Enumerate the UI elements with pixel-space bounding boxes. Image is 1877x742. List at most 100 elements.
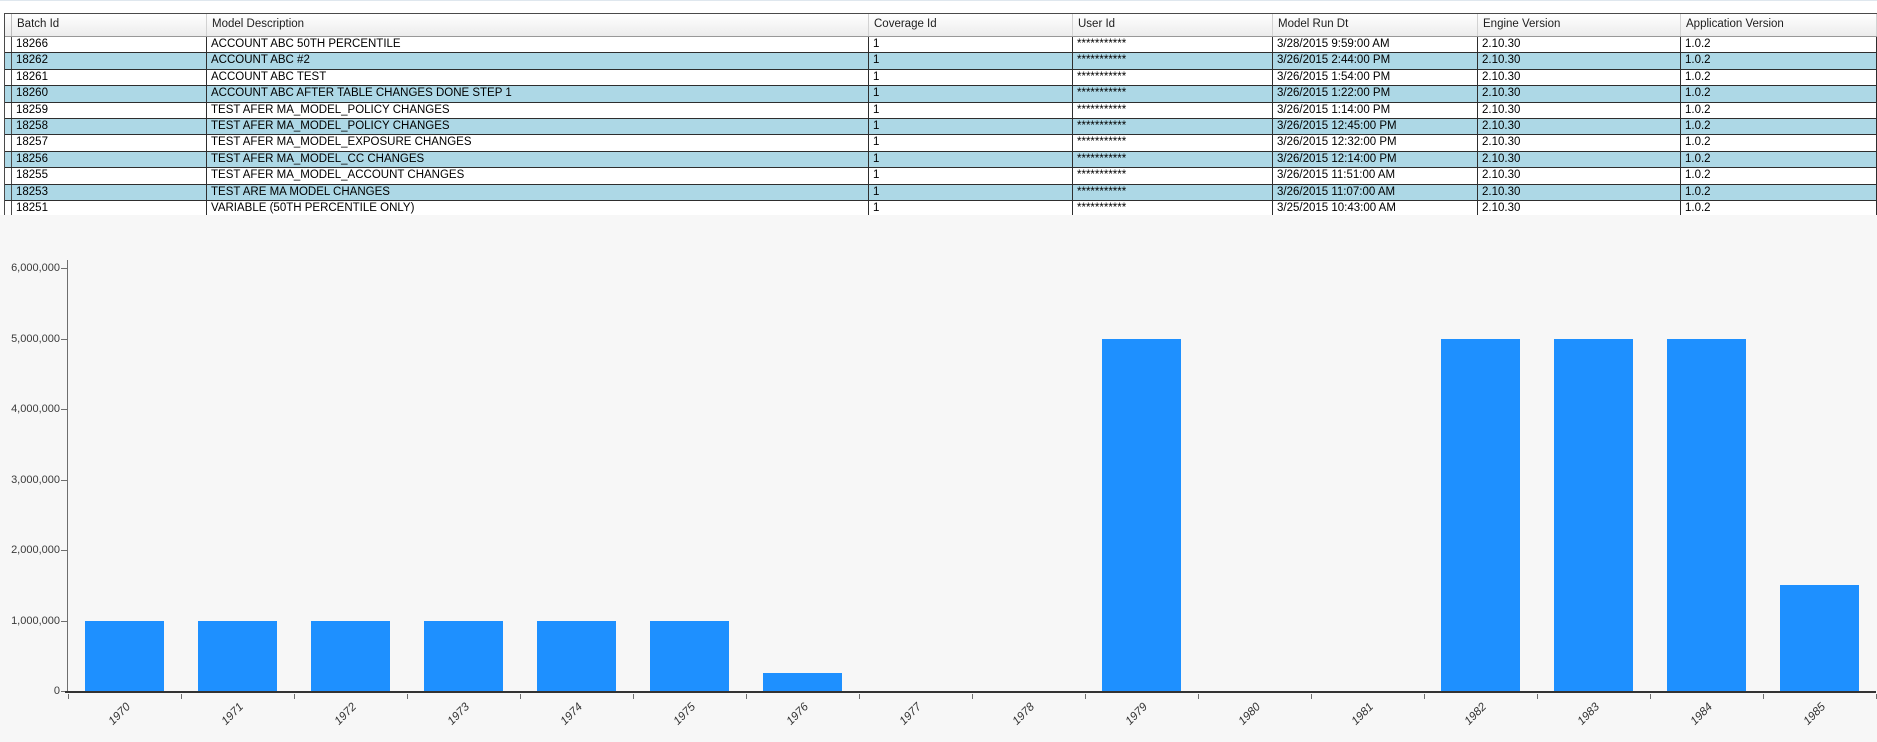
x-tick-label: 1973 [445, 701, 472, 728]
bar-1970 [84, 620, 165, 691]
table-cell: 2.10.30 [1478, 118, 1681, 135]
table-cell: 18261 [12, 69, 207, 86]
table-cell: 1 [869, 135, 1073, 151]
table-row[interactable]: 18251 VARIABLE (50TH PERCENTILE ONLY) 1 ***… [5, 200, 1877, 218]
bar-1982 [1440, 338, 1521, 691]
row-header-cell [5, 53, 12, 69]
x-tick-label: 1982 [1462, 701, 1489, 728]
row-header-cell [5, 102, 12, 118]
column-header[interactable]: Batch Id [12, 14, 207, 36]
table-row[interactable]: 18260 ACCOUNT ABC AFTER TABLE CHANGES DON… [5, 86, 1877, 103]
table-cell: ACCOUNT ABC 50TH PERCENTILE [207, 37, 869, 53]
row-header-cell [5, 151, 12, 168]
bar-1972 [310, 620, 391, 691]
table-cell: TEST AFER MA_MODEL_POLICY CHANGES [207, 102, 869, 118]
table-row[interactable]: 18262 ACCOUNT ABC #2 1 *********** 3/26/2015… [5, 53, 1877, 70]
table-cell: *********** [1073, 200, 1273, 217]
batch-results-table: Batch Id Model Description Coverage Id User… [4, 13, 1877, 219]
table-cell: 1 [869, 53, 1073, 69]
table-cell: *********** [1073, 69, 1273, 86]
column-header[interactable]: Application Version [1681, 14, 1877, 36]
table-cell: ACCOUNT ABC AFTER TABLE CHANGES DONE STE… [207, 86, 869, 102]
table-cell: TEST AFER MA_MODEL_POLICY CHANGES [207, 118, 869, 135]
table-row[interactable]: 18258 TEST AFER MA_MODEL_POLICY CHANGES 1 *… [5, 118, 1877, 136]
x-axis-tick [1762, 694, 1764, 699]
table-cell: 2.10.30 [1478, 200, 1681, 217]
table-row[interactable]: 18256 TEST AFER MA_MODEL_CC CHANGES 1 *****… [5, 151, 1877, 169]
y-axis-tick [61, 338, 67, 340]
table-cell: ACCOUNT ABC TEST [207, 69, 869, 86]
bar-slot-1974: 1974 [520, 268, 633, 728]
table-cell: TEST AFER MA_MODEL_EXPOSURE CHANGES [207, 135, 869, 151]
table-cell: 18255 [12, 168, 207, 184]
y-axis-label: 1,000,000 [11, 614, 60, 627]
row-header-cell [5, 184, 12, 200]
table-cell: 1.0.2 [1681, 151, 1877, 168]
y-axis-tick [61, 479, 67, 481]
x-axis-tick [1197, 694, 1199, 699]
y-axis-line [67, 260, 68, 693]
y-axis-label: 3,000,000 [11, 473, 60, 486]
y-axis-tick [61, 409, 67, 410]
bar-slot-1982: 1982 [1424, 268, 1537, 728]
x-axis-tick [1423, 694, 1425, 699]
x-tick-label: 1979 [1123, 701, 1150, 728]
table-cell: *********** [1073, 135, 1273, 151]
column-header[interactable]: Engine Version [1478, 14, 1681, 36]
table-row[interactable]: 18253 TEST ARE MA MODEL CHANGES 1 *********… [5, 184, 1877, 201]
table-cell: 1.0.2 [1681, 135, 1877, 151]
table-row[interactable]: 18261 ACCOUNT ABC TEST 1 *********** 3/26/20… [5, 69, 1877, 87]
table-cell: 18256 [12, 151, 207, 168]
table-row[interactable]: 18266 ACCOUNT ABC 50TH PERCENTILE 1 *******… [5, 37, 1877, 54]
table-cell: 1.0.2 [1681, 118, 1877, 135]
bar-slot-1984: 1984 [1650, 268, 1763, 728]
plot-area: 1970 1971 1972 1973 1974 1975 1976 1977 1978 1979… [68, 268, 1876, 728]
y-axis-tick [61, 550, 67, 551]
y-axis-label: 2,000,000 [11, 544, 60, 556]
x-axis-tick [1875, 694, 1877, 699]
bar-1974 [536, 620, 617, 691]
x-tick-label: 1981 [1349, 701, 1376, 728]
table-row[interactable]: 18259 TEST AFER MA_MODEL_POLICY CHANGES 1 *… [5, 102, 1877, 119]
x-axis-tick [180, 694, 182, 699]
table-cell: 1 [869, 168, 1073, 184]
table-cell: TEST AFER MA_MODEL_ACCOUNT CHANGES [207, 168, 869, 184]
column-header[interactable]: Model Description [207, 14, 869, 36]
x-axis-tick [67, 694, 69, 699]
table-cell: 2.10.30 [1478, 184, 1681, 200]
bar-1979 [1101, 338, 1182, 691]
column-header[interactable]: User Id [1073, 14, 1273, 36]
table-cell: *********** [1073, 118, 1273, 135]
table-row[interactable]: 18257 TEST AFER MA_MODEL_EXPOSURE CHANGES… [5, 135, 1877, 152]
table-cell: 1.0.2 [1681, 102, 1877, 118]
column-header[interactable]: Coverage Id [869, 14, 1073, 36]
x-tick-label: 1970 [106, 701, 133, 728]
y-axis-label: 4,000,000 [11, 403, 60, 415]
table-cell: 18258 [12, 118, 207, 135]
row-header-cell [5, 118, 12, 135]
table-cell: 1.0.2 [1681, 37, 1877, 53]
table-cell: 1 [869, 102, 1073, 118]
bar-slot-1970: 1970 [68, 268, 181, 728]
table-cell: 3/28/2015 9:59:00 AM [1273, 37, 1478, 53]
table-cell: 18266 [12, 37, 207, 53]
bar-slot-1976: 1976 [746, 268, 859, 728]
table-cell: *********** [1073, 168, 1273, 184]
table-cell: *********** [1073, 184, 1273, 200]
table-cell: 1 [869, 86, 1073, 102]
x-axis-tick [293, 694, 295, 699]
row-header-cell [5, 37, 12, 53]
table-cell: 3/26/2015 2:44:00 PM [1273, 53, 1478, 69]
bar-slot-1972: 1972 [294, 268, 407, 728]
x-tick-label: 1971 [219, 701, 246, 728]
table-cell: 3/26/2015 1:54:00 PM [1273, 69, 1478, 86]
table-row[interactable]: 18255 TEST AFER MA_MODEL_ACCOUNT CHANGES 1… [5, 168, 1877, 185]
bar-1985 [1779, 585, 1860, 691]
row-header-cell [5, 200, 12, 217]
y-axis-tick [61, 268, 67, 269]
column-header[interactable]: Model Run Dt [1273, 14, 1478, 36]
x-tick-label: 1976 [784, 701, 811, 728]
table-cell: 1.0.2 [1681, 184, 1877, 200]
y-axis-tick [61, 620, 67, 622]
